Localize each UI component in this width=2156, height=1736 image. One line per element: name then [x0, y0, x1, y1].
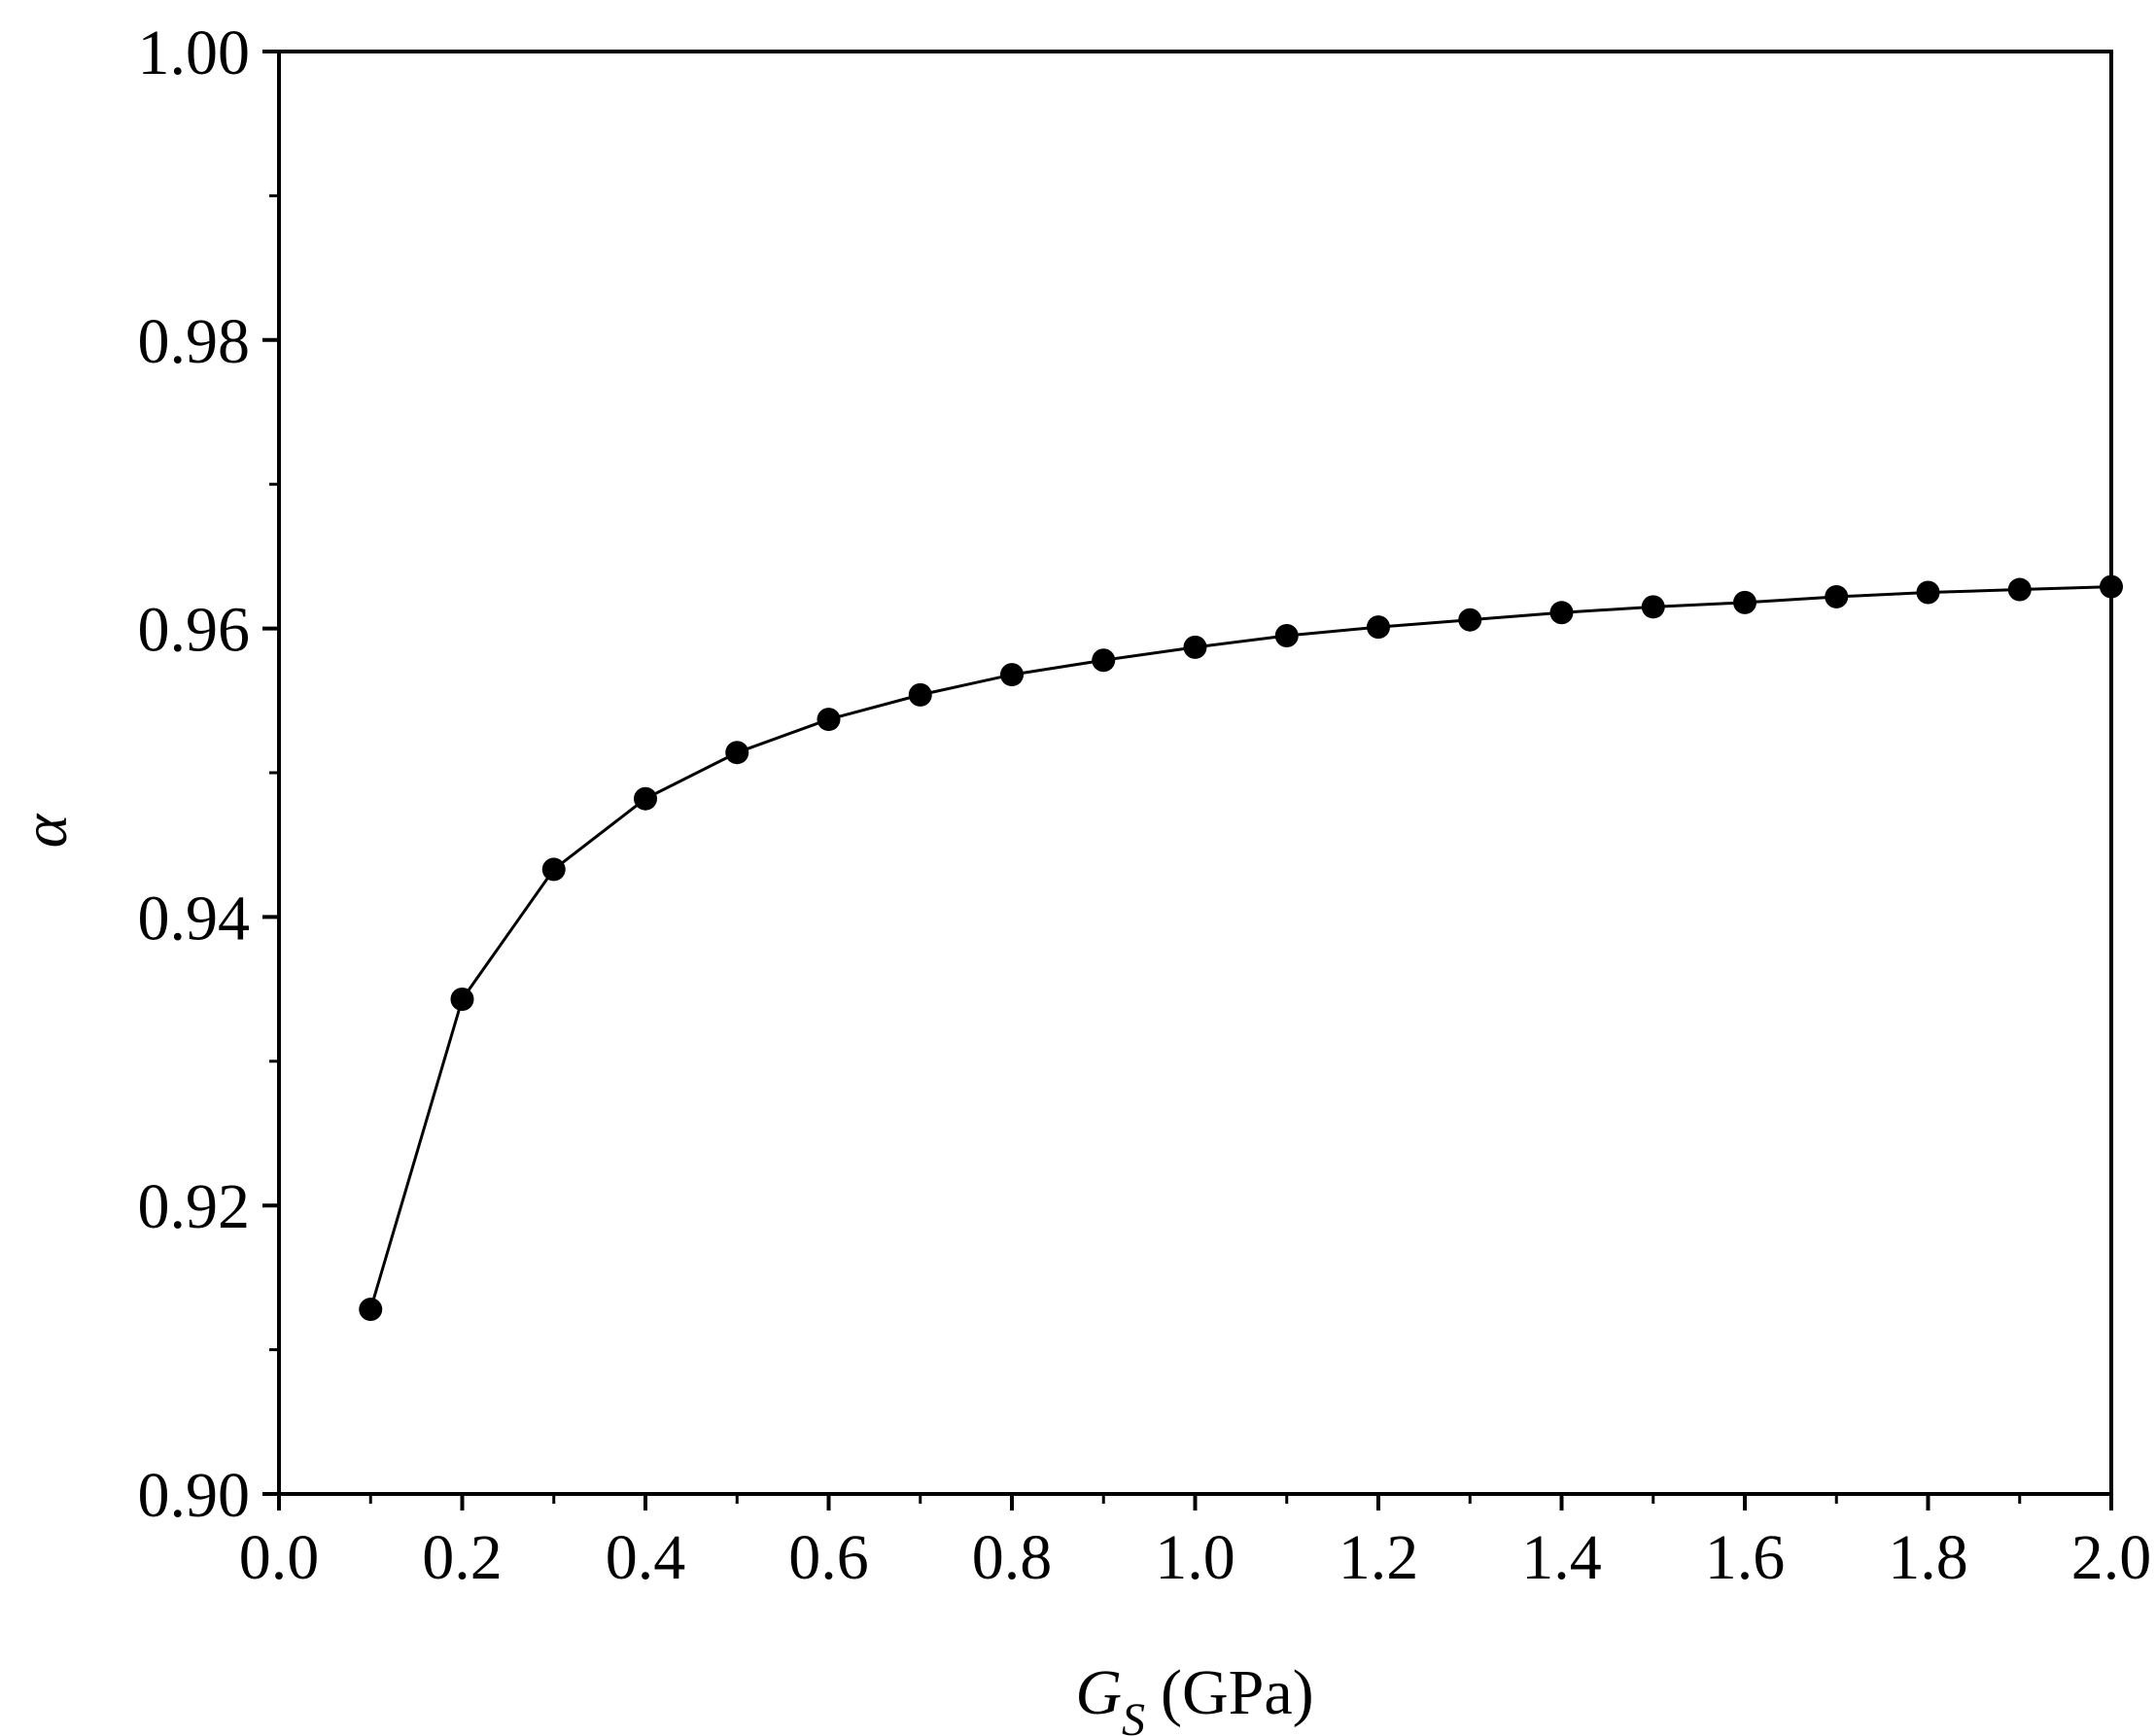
data-point: [1092, 648, 1116, 673]
data-point: [1458, 608, 1482, 632]
data-point: [450, 987, 474, 1011]
data-point: [1825, 584, 1849, 608]
y-tick-label: 0.98: [138, 306, 251, 377]
x-tick-label: 0.8: [972, 1522, 1053, 1593]
data-point: [1641, 595, 1665, 619]
data-point: [2100, 574, 2123, 599]
data-point: [1367, 615, 1390, 640]
x-tick-label: 1.0: [1155, 1522, 1235, 1593]
data-point: [1916, 580, 1940, 605]
data-point: [1000, 663, 1024, 687]
x-axis-label: GS (GPa): [1075, 1657, 1313, 1736]
axis-ticks: [262, 50, 2113, 1510]
data-point: [1549, 601, 1574, 625]
plot-frame: [277, 50, 2113, 1496]
y-tick-label: 1.00: [138, 17, 251, 88]
data-point: [1183, 635, 1207, 659]
x-tick-label: 1.2: [1339, 1522, 1419, 1593]
data-point: [359, 1298, 383, 1322]
x-tick-label: 0.0: [239, 1522, 320, 1593]
y-tick-label: 0.94: [138, 883, 251, 954]
y-tick-label: 0.90: [138, 1460, 251, 1531]
x-tick-label: 0.6: [788, 1522, 869, 1593]
x-tick-label: 2.0: [2071, 1522, 2152, 1593]
data-point: [634, 786, 657, 811]
data-point: [1274, 624, 1299, 648]
data-point: [908, 682, 932, 707]
tick-labels: 0.0 0.2 0.4 0.6 0.8 1.0 1.2 1.4 1.6 1.8 2.0 0.90 0.9…: [138, 17, 2152, 1593]
series-line: [368, 585, 2112, 1310]
data-point: [1733, 590, 1756, 614]
data-point: [541, 857, 566, 882]
x-tick-label: 0.2: [422, 1522, 503, 1593]
data-point: [2007, 577, 2032, 602]
x-tick-label: 1.6: [1705, 1522, 1786, 1593]
data-point: [725, 741, 749, 765]
x-tick-label: 1.8: [1888, 1522, 1968, 1593]
data-point: [817, 708, 841, 732]
y-axis-label: α: [10, 813, 81, 848]
x-tick-label: 1.4: [1521, 1522, 1602, 1593]
y-tick-label: 0.96: [138, 595, 251, 666]
series-layer: [359, 574, 2123, 1322]
y-tick-label: 0.92: [138, 1171, 251, 1242]
x-tick-label: 0.4: [606, 1522, 686, 1593]
